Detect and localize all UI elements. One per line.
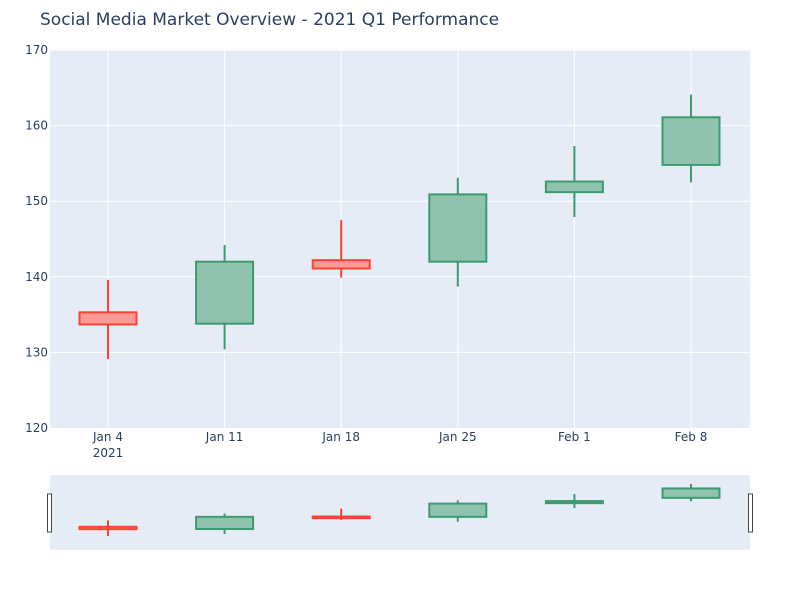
candle-body xyxy=(78,311,138,326)
mini-candle-body xyxy=(311,515,371,520)
candle[interactable] xyxy=(195,245,255,350)
mini-candle-body xyxy=(661,487,721,499)
mini-candle-body xyxy=(78,525,138,531)
candle[interactable] xyxy=(544,146,604,218)
range-slider-left-handle[interactable] xyxy=(47,493,52,533)
range-slider-right-handle[interactable] xyxy=(748,493,753,533)
y-tick-label: 120 xyxy=(25,421,48,435)
candle[interactable] xyxy=(428,177,488,287)
candle[interactable] xyxy=(311,220,371,278)
y-tick-label: 150 xyxy=(25,194,48,208)
candle-body xyxy=(311,259,371,270)
y-tick-label: 140 xyxy=(25,270,48,284)
x-axis: Jan 4 Jan 11 Jan 18 Jan 25 Feb 1 Feb 8 2021 xyxy=(92,430,707,460)
chart-title: Social Media Market Overview - 2021 Q1 P… xyxy=(40,10,499,30)
mini-candle xyxy=(78,520,138,536)
candles[interactable] xyxy=(78,94,721,360)
candle[interactable] xyxy=(661,94,721,183)
x-tick-label: Jan 11 xyxy=(205,430,244,444)
mini-candle-body xyxy=(428,502,488,518)
mini-candle-body xyxy=(544,500,604,505)
y-tick-label: 130 xyxy=(25,345,48,359)
x-tick-label: Feb 1 xyxy=(558,430,591,444)
mini-candle xyxy=(661,484,721,502)
x-tick-year-label: 2021 xyxy=(93,446,124,460)
y-axis: 120 130 140 150 160 170 xyxy=(25,43,48,435)
candle-body xyxy=(428,193,488,263)
candle-body xyxy=(661,116,721,166)
range-slider-candles xyxy=(78,484,721,536)
range-slider[interactable] xyxy=(50,475,750,550)
candle-body xyxy=(195,260,255,325)
candle-body xyxy=(544,180,604,194)
x-tick-label: Jan 25 xyxy=(438,430,477,444)
x-tick-label: Feb 8 xyxy=(675,430,708,444)
x-tick-label: Jan 18 xyxy=(321,430,360,444)
plot-area[interactable] xyxy=(50,50,750,428)
x-tick-label: Jan 4 xyxy=(92,430,123,444)
mini-candle xyxy=(544,494,604,509)
mini-candle xyxy=(428,500,488,522)
mini-candle-body xyxy=(195,515,255,531)
y-tick-label: 160 xyxy=(25,119,48,133)
candle[interactable] xyxy=(78,279,138,360)
y-tick-label: 170 xyxy=(25,43,48,57)
mini-candle xyxy=(311,508,371,520)
mini-candle xyxy=(195,513,255,535)
